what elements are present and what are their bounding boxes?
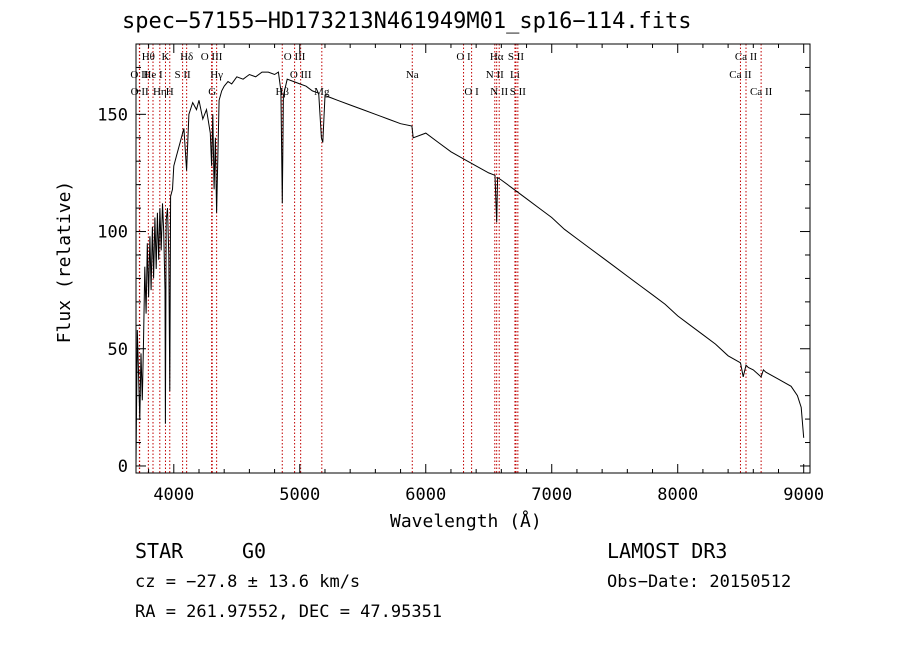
x-tick-label: 5000 [279,485,320,505]
spectral-line-label: Mg [314,86,330,98]
spectral-line-label: O II [130,69,148,81]
flux-series-line [135,71,805,467]
spectral-line-label: Ca II [735,51,758,63]
chart-title: spec−57155−HD173213N461949M01_sp16−114.f… [122,9,692,34]
y-tick-label: 100 [97,223,128,243]
spectral-line-label: Hα [490,51,504,63]
x-axis-label: Wavelength (Å) [390,511,542,532]
object-class: STAR [135,539,184,563]
spectral-line-label: O II [131,86,149,98]
spectral-line-label: O I [464,86,479,98]
spectral-line-label: Na [406,69,419,81]
spectral-line-label: O III [201,51,223,63]
spectral-line-label: Ca II [729,69,752,81]
obs-date: Obs−Date: 20150512 [607,572,792,592]
spectral-line-label: Hη [153,86,167,98]
x-tick-label: 8000 [657,485,698,505]
spectral-line-label: N II [490,86,508,98]
spectral-line-label: Hθ [142,51,155,63]
y-axis-label: Flux (relative) [54,180,75,344]
spectral-line-label: O III [284,51,306,63]
spectral-line-label: S II [175,69,192,81]
spectral-line-label: Hβ [275,86,289,98]
spectral-line-label: Hγ [210,69,223,81]
spectral-line-label: G [208,86,216,98]
plot-frame [135,43,811,474]
spectral-line-label: Ca II [750,86,773,98]
x-tick-label: 6000 [405,485,446,505]
spectral-line-label: H [166,86,174,98]
spectral-line-label: N II [486,69,504,81]
object-subclass: G0 [242,539,267,563]
y-tick-label: 150 [97,105,128,125]
spectral-line-label: O I [456,51,471,63]
spectral-line-label: K [162,51,170,63]
spectral-line-markers [138,44,762,473]
spectral-line-label: Li [510,69,520,81]
x-tick-label: 9000 [783,485,824,505]
x-tick-label: 7000 [531,485,572,505]
x-tick-label: 4000 [153,485,194,505]
y-tick-label: 0 [118,457,128,477]
spectral-line-label: He I [143,69,163,81]
spectral-line-label: S II [508,51,525,63]
redshift-cz: cz = −27.8 ± 13.6 km/s [135,572,361,592]
ra-dec: RA = 261.97552, DEC = 47.95351 [135,602,443,622]
survey-name: LAMOST DR3 [607,539,728,563]
axis-tick-labels: 4000 5000 6000 7000 8000 9000 0 50 100 150 [97,105,824,505]
spectral-line-label: S II [510,86,527,98]
y-tick-label: 50 [108,340,128,360]
axis-ticks [136,44,810,473]
spectral-line-label: Hδ [180,51,193,63]
spectral-line-label: O III [290,69,312,81]
